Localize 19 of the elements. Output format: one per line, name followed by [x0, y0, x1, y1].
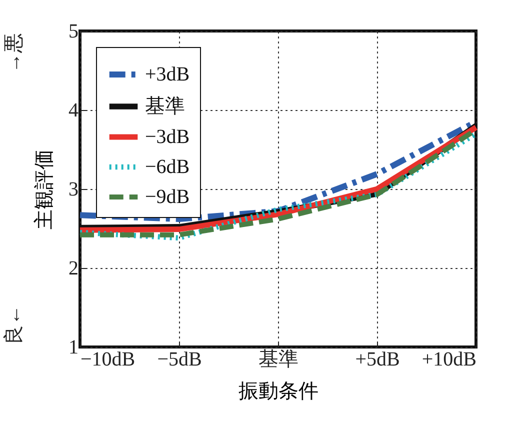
x-tick-label: −10dB — [80, 348, 136, 370]
legend-label: +3dB — [145, 64, 190, 86]
legend-label: −3dB — [145, 126, 190, 148]
y-tick-label: 4 — [68, 100, 78, 122]
x-tick-label: +10dB — [422, 348, 476, 370]
y-tick-label: 1 — [68, 336, 78, 358]
y-axis-title: 主観評価 — [32, 150, 56, 230]
legend-label: −6dB — [145, 156, 190, 178]
y-tick-label: 5 — [68, 20, 78, 42]
y-tick-label: 2 — [68, 258, 78, 280]
legend-label: 基準 — [145, 96, 185, 118]
x-tick-label: −5dB — [157, 348, 202, 370]
text: 良← — [3, 305, 25, 345]
x-axis-title: 振動条件 — [238, 380, 318, 402]
y-tick-label: 3 — [68, 178, 78, 200]
text: →悪 — [3, 33, 25, 73]
x-tick-label: 基準 — [258, 348, 298, 370]
x-tick-label: +5dB — [355, 348, 400, 370]
legend-label: −9dB — [145, 186, 190, 208]
